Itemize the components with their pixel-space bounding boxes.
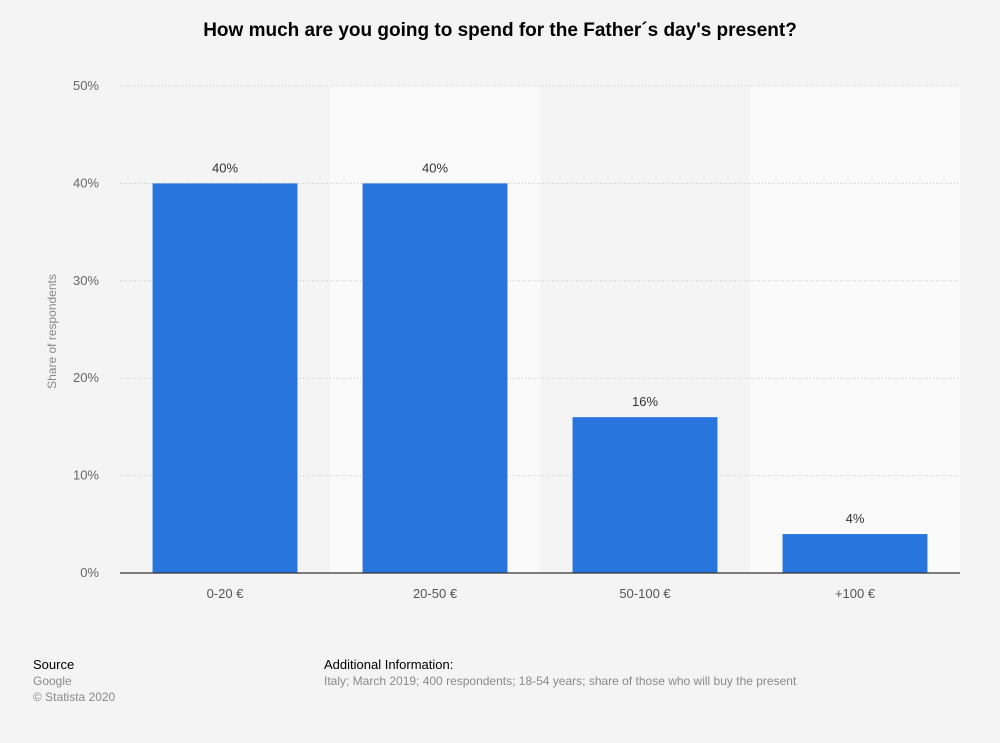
additional-info-heading: Additional Information: bbox=[324, 657, 454, 672]
x-tick-label: 20-50 € bbox=[413, 586, 458, 601]
source-name: Google bbox=[33, 674, 72, 688]
bar-value-label: 40% bbox=[212, 160, 238, 175]
source-heading: Source bbox=[33, 657, 75, 672]
source-block: Source Google © Statista 2020 bbox=[33, 657, 115, 705]
bar-chart: 0% 10% 20% 30% 40% 50% 40% 0-20 € 40% 20-50 € 16% 5… bbox=[45, 78, 960, 601]
y-tick-label: 30% bbox=[73, 273, 99, 288]
bar-value-label: 16% bbox=[632, 394, 658, 409]
y-tick-label: 40% bbox=[73, 175, 99, 190]
bar bbox=[152, 183, 298, 573]
additional-info-block: Additional Information: Italy; March 201… bbox=[324, 657, 796, 689]
x-tick-label: 50-100 € bbox=[619, 586, 671, 601]
bar bbox=[362, 183, 508, 573]
additional-info-text: Italy; March 2019; 400 respondents; 18-5… bbox=[324, 674, 797, 688]
plot-band bbox=[750, 86, 960, 573]
x-tick-label: +100 € bbox=[835, 586, 876, 601]
y-tick-label: 0% bbox=[80, 565, 99, 580]
y-tick-label: 10% bbox=[73, 468, 99, 483]
bar bbox=[572, 417, 718, 573]
bar bbox=[782, 534, 928, 573]
y-tick-label: 50% bbox=[73, 78, 99, 93]
y-axis-title: Share of respondents bbox=[45, 274, 59, 389]
copyright: © Statista 2020 bbox=[33, 690, 116, 704]
bar-value-label: 4% bbox=[846, 511, 865, 526]
x-tick-label: 0-20 € bbox=[207, 586, 245, 601]
y-tick-label: 20% bbox=[73, 370, 99, 385]
chart-title: How much are you going to spend for the … bbox=[203, 20, 797, 41]
bar-value-label: 40% bbox=[422, 160, 448, 175]
